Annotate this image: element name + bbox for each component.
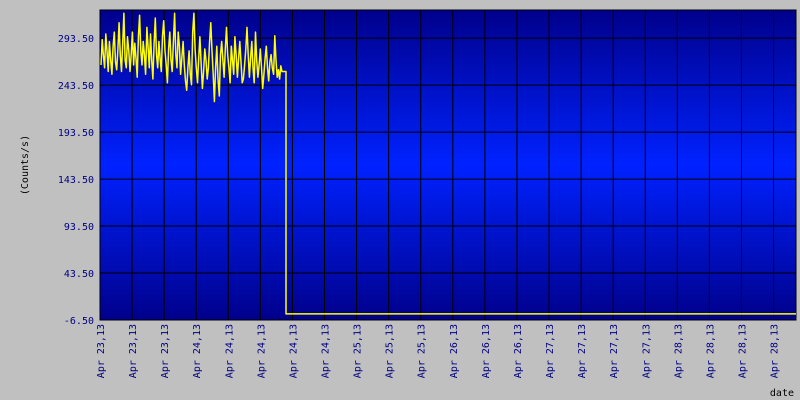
- x-tick-label: Apr 24,13: [224, 324, 235, 378]
- y-tick-label: 243.50: [58, 81, 94, 92]
- series-layer: [100, 12, 796, 315]
- x-tick-label: Apr 23,13: [160, 324, 171, 378]
- series-line: [100, 12, 796, 315]
- x-tick-label: Apr 26,13: [513, 324, 524, 378]
- y-tick-label: -6.50: [64, 316, 94, 327]
- x-tick-label: Apr 27,13: [577, 324, 588, 378]
- x-tick-label: Apr 25,13: [353, 324, 364, 378]
- y-tick-label: 143.50: [58, 175, 94, 186]
- x-tick-label: Apr 28,13: [673, 324, 684, 378]
- x-tick-label: Apr 26,13: [449, 324, 460, 378]
- x-tick-label: Apr 25,13: [417, 324, 428, 378]
- x-axis: Apr 23,13 Apr 23,13 Apr 23,13 Apr 24,13 Apr …: [96, 324, 781, 378]
- x-tick-label: Apr 25,13: [385, 324, 396, 378]
- x-tick-label: Apr 27,13: [641, 324, 652, 378]
- x-tick-label: Apr 26,13: [481, 324, 492, 378]
- x-tick-label: Apr 24,13: [192, 324, 203, 378]
- x-tick-label: Apr 23,13: [128, 324, 139, 378]
- x-tick-label: Apr 24,13: [256, 324, 267, 378]
- x-tick-label: Apr 27,13: [545, 324, 556, 378]
- y-tick-label: 43.50: [64, 269, 94, 280]
- x-tick-label: Apr 23,13: [96, 324, 107, 378]
- x-tick-label: Apr 27,13: [609, 324, 620, 378]
- x-tick-label: Apr 28,13: [770, 324, 781, 378]
- x-tick-label: Apr 28,13: [705, 324, 716, 378]
- x-tick-label: Apr 28,13: [737, 324, 748, 378]
- x-axis-title: date: [770, 388, 794, 399]
- y-tick-label: 293.50: [58, 34, 94, 45]
- x-tick-label: Apr 24,13: [321, 324, 332, 378]
- y-tick-label: 93.50: [64, 222, 94, 233]
- y-axis: -6.50 43.50 93.50 143.50 193.50 243.50 293.50: [58, 34, 94, 327]
- y-tick-label: 193.50: [58, 128, 94, 139]
- y-axis-title: (Counts/s): [20, 135, 31, 195]
- x-tick-label: Apr 24,13: [288, 324, 299, 378]
